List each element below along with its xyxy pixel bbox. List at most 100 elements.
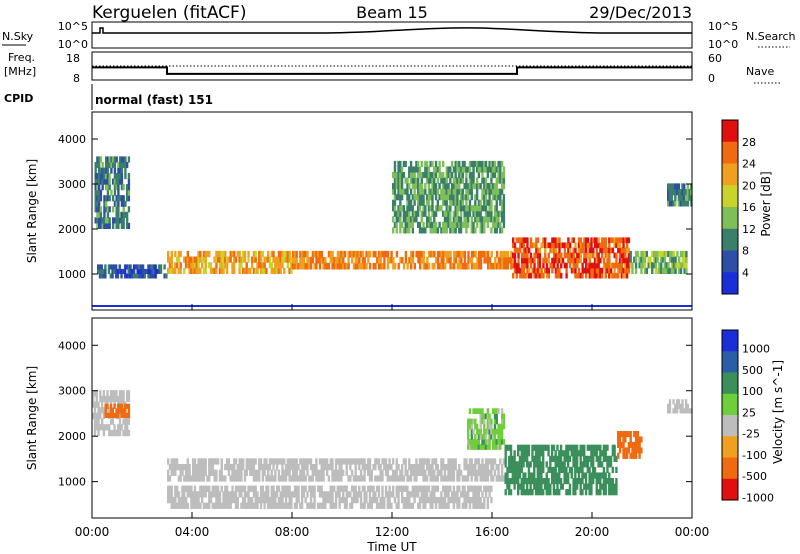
echo-cell	[660, 256, 663, 263]
echo-cell	[474, 491, 477, 498]
echo-cell	[574, 483, 577, 490]
echo-cell	[452, 250, 456, 258]
echo-cell	[665, 250, 668, 258]
echo-cell	[509, 450, 513, 457]
echo-cell	[167, 485, 170, 492]
echo-cell	[250, 458, 254, 465]
echo-cell	[493, 458, 497, 465]
echo-cell	[568, 252, 572, 259]
echo-cell	[681, 189, 684, 196]
echo-cell	[690, 408, 693, 414]
echo-cell	[615, 483, 618, 490]
echo-cell	[595, 478, 598, 485]
echo-cell	[620, 272, 623, 279]
echo-cell	[495, 262, 499, 270]
echo-cell	[274, 496, 277, 504]
echo-cell	[324, 496, 327, 504]
echo-cell	[477, 502, 481, 509]
echo-cell	[427, 205, 431, 212]
echo-cell	[117, 424, 120, 431]
echo-cell	[120, 211, 124, 218]
echo-cell	[577, 247, 581, 254]
echo-cell	[611, 247, 615, 254]
echo-cell	[234, 502, 238, 509]
echo-cell	[434, 160, 438, 168]
echo-cell	[583, 257, 586, 264]
echo-cell	[495, 199, 498, 206]
echo-cell	[533, 483, 536, 490]
echo-cell	[477, 496, 481, 504]
echo-cell	[608, 489, 611, 496]
echo-cell	[213, 502, 216, 509]
echo-cell	[193, 458, 197, 465]
echo-cell	[427, 183, 431, 190]
echo-cell	[400, 183, 404, 190]
echo-cell	[254, 502, 257, 509]
echo-cell	[141, 264, 145, 270]
echo-cell	[275, 502, 279, 509]
echo-cell	[456, 496, 459, 504]
echo-cell	[190, 496, 193, 504]
echo-cell	[672, 189, 675, 196]
echo-cell	[186, 485, 190, 492]
echo-cell	[468, 199, 472, 206]
echo-cell	[474, 205, 477, 212]
echo-cell	[474, 502, 477, 509]
echo-cell	[245, 491, 248, 498]
echo-cell	[267, 485, 270, 492]
echo-cell	[518, 444, 522, 451]
echo-cell	[500, 438, 504, 445]
echo-cell	[395, 216, 398, 223]
echo-cell	[408, 502, 411, 509]
echo-cell	[674, 262, 677, 269]
echo-cell	[495, 463, 498, 471]
echo-cell	[535, 242, 538, 249]
echo-cell	[515, 466, 518, 474]
echo-cell	[490, 183, 493, 190]
echo-cell	[174, 463, 177, 471]
echo-cell	[420, 171, 423, 179]
echo-cell	[195, 496, 198, 504]
echo-cell	[584, 489, 588, 496]
echo-cell	[206, 475, 209, 482]
echo-cell	[458, 227, 461, 234]
echo-cell	[411, 171, 415, 179]
echo-cell	[118, 424, 122, 431]
echo-cell	[386, 250, 390, 258]
echo-cell	[338, 502, 341, 509]
echo-cell	[684, 189, 688, 196]
echo-cell	[424, 262, 427, 270]
echo-cell	[263, 502, 266, 509]
echo-cell	[281, 469, 284, 476]
echo-cell	[127, 418, 131, 425]
echo-cell	[243, 485, 247, 492]
echo-cell	[484, 183, 488, 190]
echo-cell	[397, 502, 400, 509]
echo-cell	[475, 221, 479, 228]
echo-cell	[484, 210, 488, 217]
echo-cell	[409, 199, 413, 206]
echo-cell	[108, 178, 111, 185]
echo-cell	[499, 227, 502, 234]
echo-cell	[449, 475, 452, 482]
echo-cell	[112, 222, 115, 229]
echo-cell	[517, 252, 520, 259]
echo-cell	[613, 489, 616, 496]
echo-cell	[624, 262, 627, 269]
echo-cell	[318, 475, 322, 482]
echo-cell	[475, 408, 479, 415]
echo-cell	[525, 483, 529, 490]
echo-cell	[524, 257, 527, 264]
echo-cell	[602, 444, 606, 451]
echo-cell	[420, 250, 424, 258]
echo-cell	[292, 491, 295, 498]
echo-cell	[442, 250, 445, 258]
echo-cell	[141, 273, 145, 279]
echo-cell	[486, 444, 490, 450]
echo-cell	[368, 496, 372, 504]
echo-cell	[581, 478, 584, 485]
echo-cell	[104, 412, 107, 418]
echo-cell	[542, 455, 545, 462]
echo-cell	[174, 250, 177, 258]
echo-cell	[552, 237, 556, 244]
